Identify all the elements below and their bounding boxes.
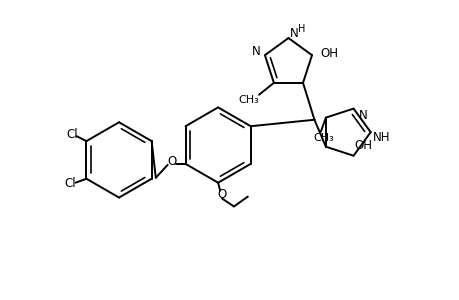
Text: OH: OH [354, 139, 372, 152]
Text: N: N [289, 27, 298, 40]
Text: H: H [297, 24, 304, 34]
Text: O: O [217, 188, 226, 201]
Text: N: N [358, 109, 367, 122]
Text: Cl: Cl [65, 177, 76, 190]
Text: NH: NH [372, 130, 390, 144]
Text: CH₃: CH₃ [313, 134, 334, 143]
Text: O: O [167, 155, 176, 168]
Text: OH: OH [320, 47, 338, 60]
Text: Cl: Cl [67, 128, 78, 141]
Text: N: N [251, 45, 260, 58]
Text: CH₃: CH₃ [238, 95, 259, 105]
